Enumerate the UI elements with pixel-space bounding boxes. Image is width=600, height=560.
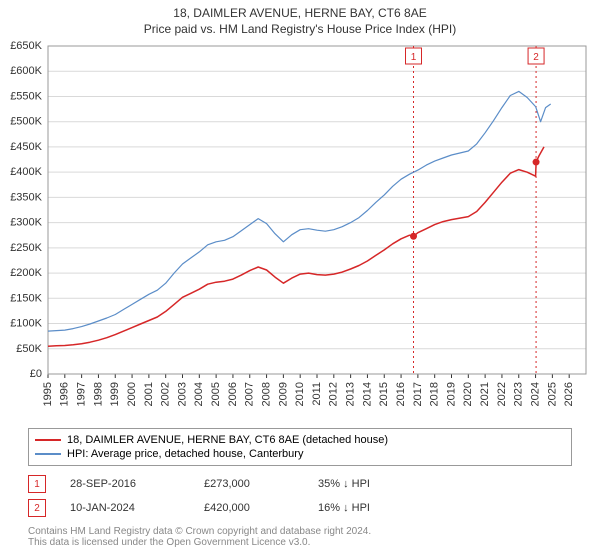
- svg-text:£50K: £50K: [16, 343, 42, 355]
- svg-text:2019: 2019: [445, 382, 457, 406]
- chart-area: £0 £50K £100K £150K £200K £250K £300K £350K £400…: [0, 40, 600, 420]
- svg-text:2011: 2011: [311, 382, 323, 406]
- legend-swatch: [35, 453, 61, 455]
- sale-date: 28-SEP-2016: [70, 478, 180, 490]
- sale-row: 2 10-JAN-2024 £420,000 16% ↓ HPI: [28, 496, 572, 520]
- svg-text:2004: 2004: [193, 382, 205, 406]
- svg-text:1998: 1998: [92, 382, 104, 406]
- legend-swatch: [35, 439, 61, 441]
- svg-text:£500K: £500K: [10, 116, 42, 128]
- svg-text:2012: 2012: [328, 382, 340, 406]
- svg-text:2005: 2005: [210, 382, 222, 406]
- sale-price: £273,000: [204, 478, 294, 490]
- svg-text:2024: 2024: [529, 382, 541, 406]
- svg-text:£200K: £200K: [10, 267, 42, 279]
- svg-text:2010: 2010: [294, 382, 306, 406]
- svg-text:1996: 1996: [59, 382, 71, 406]
- svg-text:2020: 2020: [462, 382, 474, 406]
- sale-date: 10-JAN-2024: [70, 502, 180, 514]
- svg-text:1999: 1999: [109, 382, 121, 406]
- legend-item: 18, DAIMLER AVENUE, HERNE BAY, CT6 8AE (…: [35, 433, 565, 447]
- svg-text:1997: 1997: [76, 382, 88, 406]
- footer-line2: This data is licensed under the Open Gov…: [28, 537, 572, 548]
- sale-vs-hpi: 16% ↓ HPI: [318, 502, 428, 514]
- svg-text:2016: 2016: [395, 382, 407, 406]
- svg-text:£250K: £250K: [10, 242, 42, 254]
- svg-text:£600K: £600K: [10, 65, 42, 77]
- svg-text:2023: 2023: [513, 382, 525, 406]
- svg-text:2014: 2014: [361, 382, 373, 406]
- svg-text:2026: 2026: [563, 382, 575, 406]
- svg-text:£350K: £350K: [10, 191, 42, 203]
- sales-table: 1 28-SEP-2016 £273,000 35% ↓ HPI 2 10-JAN-202…: [28, 472, 572, 520]
- svg-text:2000: 2000: [126, 382, 138, 406]
- svg-text:2022: 2022: [496, 382, 508, 406]
- legend-label: 18, DAIMLER AVENUE, HERNE BAY, CT6 8AE (…: [67, 434, 388, 446]
- sale-marker-box: 1: [28, 475, 46, 493]
- svg-text:2013: 2013: [345, 382, 357, 406]
- svg-text:2006: 2006: [227, 382, 239, 406]
- chart-subtitle: Price paid vs. HM Land Registry's House …: [0, 20, 600, 40]
- svg-text:£650K: £650K: [10, 40, 42, 52]
- svg-text:£550K: £550K: [10, 90, 42, 102]
- sale-marker-box: 2: [28, 499, 46, 517]
- svg-text:2025: 2025: [546, 382, 558, 406]
- svg-text:1: 1: [411, 52, 417, 63]
- svg-text:2: 2: [533, 52, 539, 63]
- chart-svg: £0 £50K £100K £150K £200K £250K £300K £350K £400…: [0, 40, 600, 420]
- svg-text:2009: 2009: [277, 382, 289, 406]
- legend-label: HPI: Average price, detached house, Cant…: [67, 448, 303, 460]
- svg-text:2007: 2007: [244, 382, 256, 406]
- svg-text:£0: £0: [30, 368, 42, 380]
- svg-text:2015: 2015: [378, 382, 390, 406]
- footer-line1: Contains HM Land Registry data © Crown c…: [28, 526, 572, 537]
- svg-text:£450K: £450K: [10, 141, 42, 153]
- chart-title: 18, DAIMLER AVENUE, HERNE BAY, CT6 8AE: [0, 0, 600, 20]
- legend-box: 18, DAIMLER AVENUE, HERNE BAY, CT6 8AE (…: [28, 428, 572, 466]
- svg-text:2003: 2003: [176, 382, 188, 406]
- svg-text:£400K: £400K: [10, 166, 42, 178]
- svg-text:2008: 2008: [260, 382, 272, 406]
- svg-text:£150K: £150K: [10, 292, 42, 304]
- sale-vs-hpi: 35% ↓ HPI: [318, 478, 428, 490]
- svg-text:2002: 2002: [160, 382, 172, 406]
- legend-item: HPI: Average price, detached house, Cant…: [35, 447, 565, 461]
- sale-row: 1 28-SEP-2016 £273,000 35% ↓ HPI: [28, 472, 572, 496]
- sale-price: £420,000: [204, 502, 294, 514]
- svg-text:2018: 2018: [429, 382, 441, 406]
- svg-text:£100K: £100K: [10, 318, 42, 330]
- footer-attribution: Contains HM Land Registry data © Crown c…: [28, 526, 572, 548]
- svg-text:2001: 2001: [143, 382, 155, 406]
- svg-text:2017: 2017: [412, 382, 424, 406]
- svg-text:£300K: £300K: [10, 217, 42, 229]
- svg-text:2021: 2021: [479, 382, 491, 406]
- svg-text:1995: 1995: [42, 382, 54, 406]
